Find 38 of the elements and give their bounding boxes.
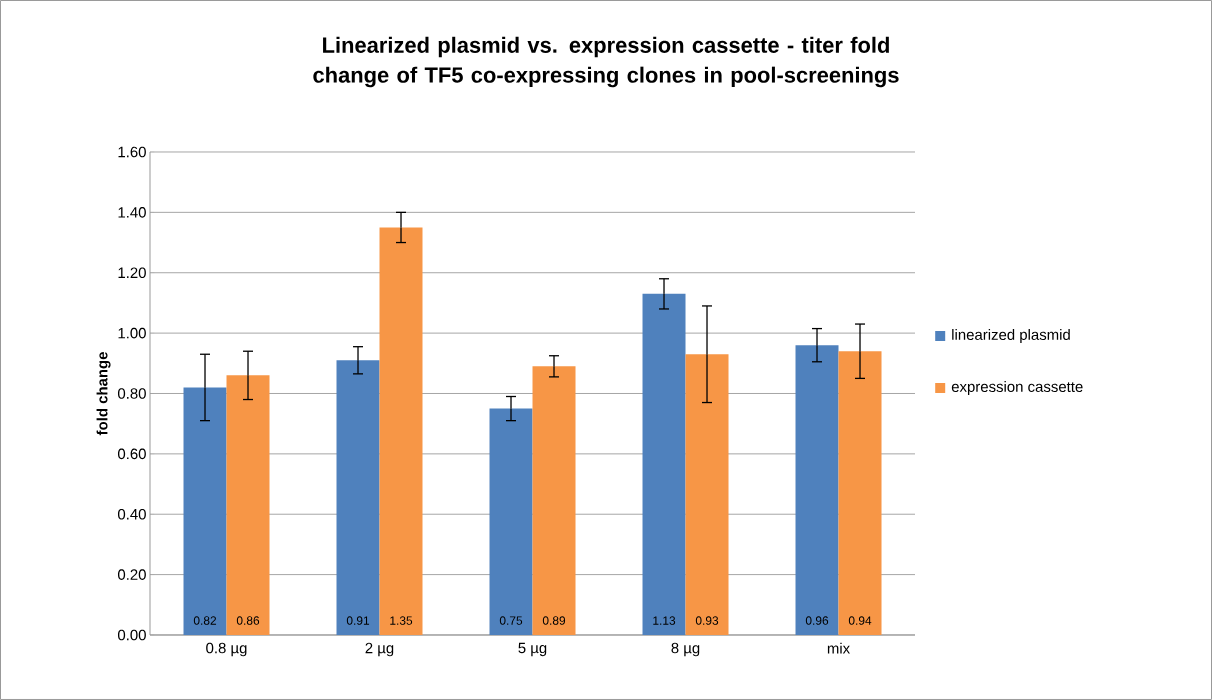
data-label: 0.89	[542, 616, 566, 625]
y-tick-label: 1.00	[118, 327, 146, 339]
y-tick-label: 1.60	[118, 146, 146, 158]
x-tick-label: 2 µg	[365, 642, 394, 657]
x-tick-label: mix	[827, 642, 850, 654]
bar	[685, 354, 729, 635]
y-tick-label: 1.20	[118, 267, 146, 279]
bar	[532, 366, 576, 635]
data-label: 0.82	[193, 616, 217, 625]
legend-label: linearized plasmid	[952, 329, 1070, 343]
y-tick-label: 1.40	[118, 207, 146, 218]
data-label: 0.86	[236, 616, 260, 625]
data-label: 0.94	[848, 616, 872, 625]
y-tick-label: 0.80	[117, 388, 146, 399]
y-tick-label: 0.00	[117, 629, 146, 641]
data-label: 0.75	[499, 616, 523, 625]
y-tick-label: 0.40	[117, 508, 146, 520]
data-label: 0.91	[346, 616, 370, 625]
bar	[642, 293, 686, 635]
x-tick-label: 0.8 µg	[206, 642, 247, 657]
legend-label: expression cassette	[951, 381, 1083, 395]
bar	[489, 408, 533, 635]
bar	[795, 345, 839, 635]
x-tick-label: 8 µg	[671, 642, 700, 657]
y-tick-label: 0.60	[117, 448, 146, 460]
chart-title: Linearized plasmid vs. expression cassette - titer fold change of TF5 co-expressing clones in pool-screenings	[313, 36, 899, 88]
bar	[226, 375, 270, 635]
y-tick-label: 0.20	[117, 569, 146, 580]
data-label: 1.13	[653, 616, 676, 625]
bar	[838, 351, 882, 635]
bar	[336, 360, 380, 635]
y-axis-title: fold change	[96, 352, 111, 436]
x-tick-label: 5 µg	[518, 642, 547, 657]
data-label: 1.35	[390, 616, 413, 625]
data-label: 0.96	[805, 616, 829, 625]
bar	[379, 227, 423, 635]
bar	[183, 387, 227, 635]
data-label: 0.93	[695, 616, 719, 625]
